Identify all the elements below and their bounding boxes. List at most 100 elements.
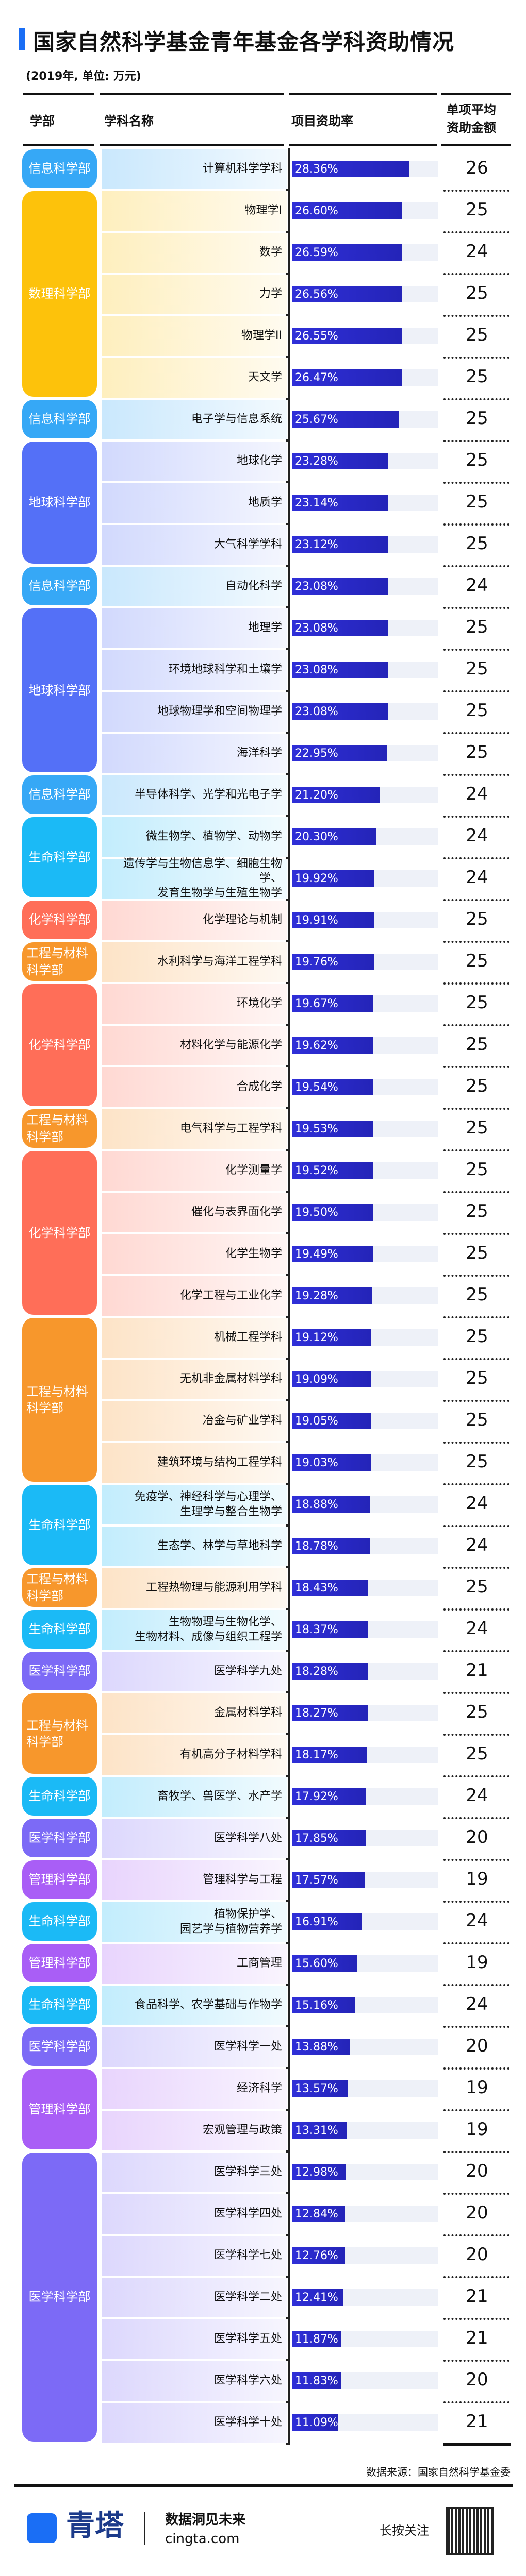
- dept-label: 医学科学部: [22, 2153, 97, 2442]
- rate-bar: 19.67%: [292, 995, 374, 1012]
- subject-name: 自动化科学: [102, 567, 287, 606]
- row-separator: [443, 2109, 509, 2111]
- amount-value: 21: [466, 2286, 488, 2307]
- row-separator: [443, 982, 509, 985]
- axis-tick: [286, 1984, 290, 1986]
- rate-bar: 19.28%: [292, 1287, 372, 1304]
- row-separator: [443, 2401, 509, 2403]
- axis-tick: [286, 356, 290, 358]
- row-separator: [443, 1692, 509, 1694]
- row-separator: [443, 1525, 509, 1527]
- subject-name: 生物物理与生物化学、 生物材料、成像与组织工程学: [102, 1610, 287, 1650]
- axis-tick: [286, 2276, 290, 2278]
- dept-label: 工程与材料科学部: [22, 1568, 97, 1607]
- dept-label: 信息科学部: [22, 149, 97, 188]
- subject-name: 医学科学十处: [102, 2403, 287, 2443]
- row-separator: [443, 816, 509, 818]
- rate-bar: 17.57%: [292, 1872, 365, 1888]
- row-separator: [443, 649, 509, 651]
- row-separator: [443, 1275, 509, 1277]
- rate-bar: 18.78%: [292, 1538, 370, 1554]
- qr-code-icon[interactable]: [446, 2507, 494, 2555]
- axis-tick: [286, 1566, 290, 1568]
- dept-label: 管理科学部: [22, 2069, 97, 2149]
- amount-value: 25: [466, 1284, 488, 1305]
- row-separator: [443, 1066, 509, 1068]
- rate-bar: 12.76%: [292, 2247, 345, 2264]
- subject-name: 工程热物理与能源利用学科: [102, 1568, 287, 1608]
- dept-label: 工程与材料科学部: [22, 942, 97, 981]
- logo-divider: [144, 2512, 145, 2545]
- row-separator: [443, 1108, 509, 1110]
- column-header-subject: 学科名称: [104, 114, 154, 128]
- subject-name: 天文学: [102, 358, 287, 398]
- amount-value: 24: [466, 241, 488, 262]
- row-separator: [443, 1149, 509, 1151]
- axis-tick: [286, 1024, 290, 1026]
- row-separator: [443, 1942, 509, 1944]
- axis-tick: [286, 1524, 290, 1527]
- row-separator: [443, 1442, 509, 1444]
- dept-label: 生命科学部: [22, 1986, 97, 2024]
- axis-tick: [286, 2443, 290, 2445]
- dept-label: 信息科学部: [22, 775, 97, 814]
- row-separator: [443, 1734, 509, 1736]
- row-separator: [443, 231, 509, 233]
- rate-bar: 17.85%: [292, 1830, 366, 1846]
- rate-bar: 23.12%: [292, 536, 388, 553]
- rate-bar: 23.14%: [292, 495, 388, 511]
- header-rule-top: [23, 93, 94, 95]
- dept-label: 生命科学部: [22, 1610, 97, 1649]
- amount-value: 20: [466, 1827, 488, 1848]
- subject-name: 力学: [102, 275, 287, 314]
- subject-name: 植物保护学、 园艺学与植物营养学: [102, 1902, 287, 1942]
- amount-value: 24: [466, 1618, 488, 1639]
- rate-bar: 26.59%: [292, 244, 403, 261]
- amount-value: 19: [466, 2077, 488, 2098]
- column-header-rate: 项目资助率: [291, 114, 353, 128]
- rate-bar: 11.09%: [292, 2414, 338, 2431]
- dept-label: 信息科学部: [22, 400, 97, 438]
- subject-name: 地球物理学和空间物理学: [102, 692, 287, 732]
- amount-value: 25: [466, 283, 488, 303]
- rate-bar: 21.20%: [292, 787, 380, 803]
- rate-bar: 19.62%: [292, 1037, 373, 1054]
- axis-tick: [286, 857, 290, 859]
- amount-value: 25: [466, 1577, 488, 1597]
- subject-name: 半导体科学、光学和光电子学: [102, 775, 287, 815]
- axis-tick: [286, 690, 290, 692]
- axis-tick: [286, 1858, 290, 1860]
- subject-name: 免疫学、神经科学与心理学、 生理学与整合生物学: [102, 1485, 287, 1524]
- amount-value: 25: [466, 1702, 488, 1722]
- page-title: 国家自然科学基金青年基金各学科资助情况: [33, 29, 455, 55]
- axis-tick: [286, 1733, 290, 1735]
- amount-value: 24: [466, 1493, 488, 1514]
- row-separator: [443, 482, 509, 484]
- dept-label: 医学科学部: [22, 1819, 97, 1857]
- dept-label: 生命科学部: [22, 1777, 97, 1816]
- amount-value: 20: [466, 2244, 488, 2265]
- axis-tick: [286, 2150, 290, 2153]
- axis-tick: [286, 899, 290, 901]
- row-separator: [443, 440, 509, 442]
- axis-tick: [286, 1775, 290, 1777]
- rate-bar: 19.03%: [292, 1454, 371, 1471]
- row-separator: [443, 1567, 509, 1569]
- amount-value: 24: [466, 1994, 488, 2014]
- subject-name: 有机高分子材料学科: [102, 1735, 287, 1775]
- subject-name: 地球化学: [102, 442, 287, 481]
- subject-name: 化学测量学: [102, 1151, 287, 1191]
- rate-bar: 12.84%: [292, 2206, 346, 2222]
- subject-name: 海洋科学: [102, 734, 287, 773]
- amount-value: 20: [466, 2036, 488, 2056]
- subject-name: 计算机科学学科: [102, 149, 287, 189]
- row-separator: [443, 523, 509, 526]
- axis-tick: [286, 1650, 290, 1652]
- chart-axis: [288, 148, 290, 2444]
- site-url[interactable]: cingta.com: [165, 2531, 240, 2547]
- axis-tick: [286, 982, 290, 984]
- subject-name: 材料化学与能源化学: [102, 1026, 287, 1065]
- subject-name: 合成化学: [102, 1067, 287, 1107]
- subject-name: 地理学: [102, 608, 287, 648]
- axis-tick: [286, 439, 290, 442]
